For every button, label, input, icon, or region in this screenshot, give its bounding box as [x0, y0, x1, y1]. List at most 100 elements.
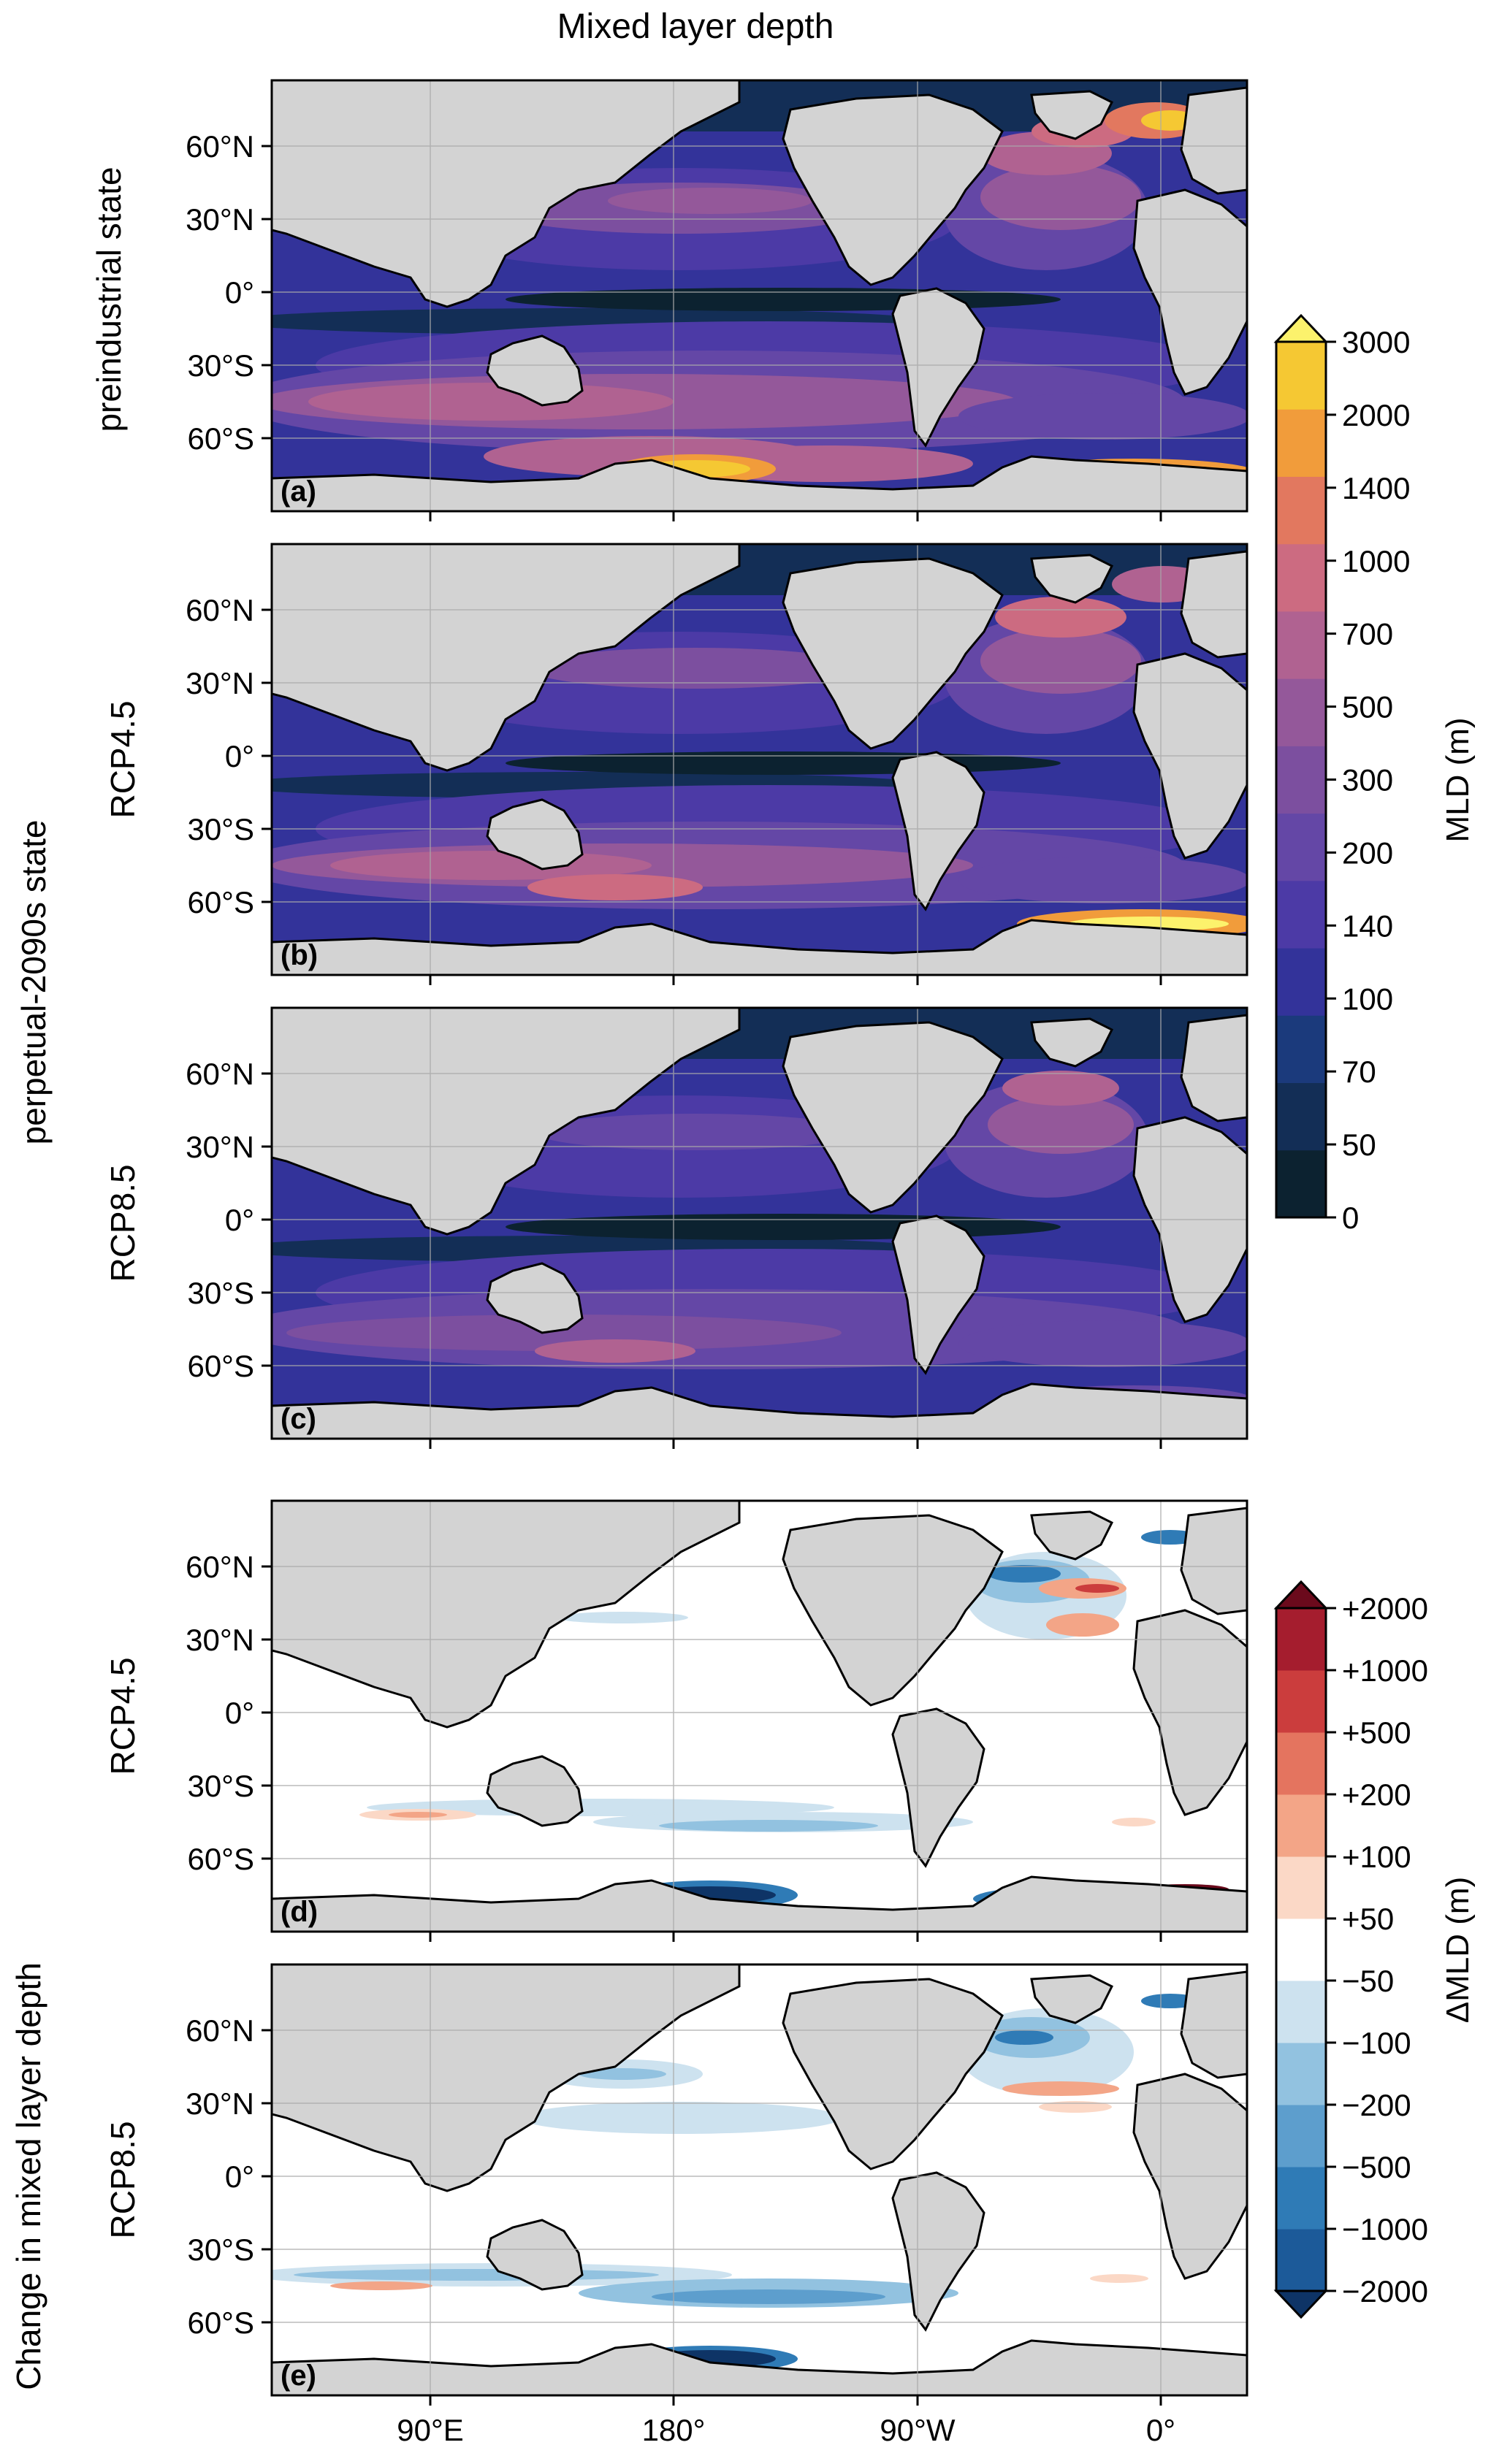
- colorbar-tick-label: −100: [1342, 2026, 1411, 2060]
- lon-tick-label: 90°W: [880, 2413, 956, 2447]
- colorbar-extend-max: [1273, 1580, 1329, 1610]
- lat-tick-label: 0°: [225, 739, 254, 773]
- colorbar-tick-label: −1000: [1342, 2212, 1428, 2246]
- lat-tick-label: 30°S: [187, 2232, 254, 2267]
- colorbar-tick-label: +2000: [1342, 1591, 1428, 1626]
- lat-tick-label: 60°N: [186, 2013, 254, 2048]
- colorbar-segment: [1276, 813, 1326, 881]
- colorbar-frame: [1275, 1607, 1327, 2292]
- colorbar-segment: [1276, 1670, 1326, 1733]
- group-label-preindustrial: preindustrial state: [90, 167, 128, 432]
- lat-tick-label: 60°S: [187, 1349, 254, 1383]
- colorbar-extend-min: [1273, 2289, 1329, 2319]
- lat-tick-label: 30°N: [186, 1130, 254, 1164]
- colorbar-tick-label: 1000: [1342, 544, 1410, 578]
- colorbars: 0 50 70 100 140 200 300 500 700 1000 1400 2000 3000 M…: [1273, 313, 1476, 2319]
- panel-frame: [270, 79, 1248, 513]
- colorbar-segment: [1276, 2043, 1326, 2105]
- lat-tick-label: 0°: [225, 1696, 254, 1730]
- map-panel: (b) 60°N 30°N 0° 30°S 60°S RCP4.5: [104, 543, 1248, 985]
- colorbar-tick-label: −200: [1342, 2088, 1411, 2122]
- lat-tick-label: 30°N: [186, 666, 254, 700]
- colorbar-segment: [1276, 342, 1326, 410]
- lat-tick-label: 30°N: [186, 202, 254, 237]
- map-panel: (a) 60°N 30°N 0° 30°S 60°S: [186, 79, 1248, 521]
- panel-letter: (e): [281, 2360, 316, 2392]
- colorbar-tick-label: −500: [1342, 2150, 1411, 2184]
- colorbar: −2000 −1000 −500 −200 −100 −50 +50 +100 +200 +500…: [1273, 1580, 1476, 2319]
- colorbar-tick-label: 1400: [1342, 471, 1410, 505]
- colorbar-tick-label: 700: [1342, 617, 1393, 651]
- colorbar-tick-label: −2000: [1342, 2274, 1428, 2308]
- colorbar-label: MLD (m): [1440, 717, 1476, 842]
- lat-tick-label: 30°S: [187, 812, 254, 846]
- lat-tick-label: 30°S: [187, 348, 254, 383]
- colorbar-segment: [1276, 409, 1326, 477]
- group-label-change: Change in mixed layer depth: [9, 1962, 47, 2390]
- lon-tick-label: 90°E: [397, 2413, 464, 2447]
- colorbar: 0 50 70 100 140 200 300 500 700 1000 1400 2000 3000 M…: [1273, 313, 1476, 1235]
- colorbar-tick-label: +500: [1342, 1715, 1411, 1750]
- colorbar-tick-label: 300: [1342, 763, 1393, 797]
- lat-tick-label: 30°N: [186, 1623, 254, 1657]
- colorbar-tick-label: +200: [1342, 1778, 1411, 1812]
- lat-tick-label: 60°S: [187, 885, 254, 919]
- figure-title: Mixed layer depth: [557, 7, 834, 46]
- colorbar-segment: [1276, 2167, 1326, 2230]
- lat-tick-label: 60°N: [186, 1057, 254, 1091]
- colorbar-tick-label: 140: [1342, 908, 1393, 943]
- colorbar-segment: [1276, 1149, 1326, 1218]
- panel-frame: [270, 1499, 1248, 1933]
- lat-tick-label: 30°S: [187, 1769, 254, 1803]
- colorbar-segment: [1276, 746, 1326, 814]
- colorbar-segment: [1276, 1918, 1326, 1981]
- colorbar-segment: [1276, 678, 1326, 746]
- row-label: RCP4.5: [104, 1657, 142, 1775]
- colorbar-tick-label: +1000: [1342, 1653, 1428, 1688]
- colorbar-tick-label: 100: [1342, 982, 1393, 1016]
- group-label-perpetual: perpetual-2090s state: [15, 820, 53, 1145]
- colorbar-segment: [1276, 1015, 1326, 1084]
- lat-tick-label: 0°: [225, 275, 254, 310]
- lat-tick-label: 0°: [225, 2159, 254, 2194]
- row-label: RCP8.5: [104, 1164, 142, 1282]
- panel-frame: [270, 1006, 1248, 1440]
- lat-tick-label: 60°N: [186, 1550, 254, 1584]
- colorbar-segment: [1276, 1608, 1326, 1671]
- colorbar-segment: [1276, 880, 1326, 949]
- lon-tick-label: 180°: [642, 2413, 706, 2447]
- colorbar-segment: [1276, 948, 1326, 1016]
- panel-letter: (a): [281, 475, 316, 508]
- colorbar-tick-label: 200: [1342, 835, 1393, 870]
- colorbar-tick-label: −50: [1342, 1964, 1394, 1998]
- lat-tick-label: 60°S: [187, 421, 254, 456]
- colorbar-segment: [1276, 2229, 1326, 2292]
- colorbar-tick-label: 2000: [1342, 398, 1410, 432]
- colorbar-segment: [1276, 611, 1326, 679]
- lat-tick-label: 30°S: [187, 1276, 254, 1310]
- map-panel: (c) 60°N 30°N 0° 30°S 60°S RCP8.5: [104, 1006, 1248, 1449]
- colorbar-tick-label: 500: [1342, 690, 1393, 724]
- colorbar-extend-max: [1273, 313, 1329, 343]
- row-label: RCP8.5: [104, 2121, 142, 2238]
- colorbar-segment: [1276, 476, 1326, 545]
- colorbar-segment: [1276, 2105, 1326, 2168]
- colorbar-tick-label: 70: [1342, 1055, 1376, 1089]
- lat-tick-label: 60°S: [187, 1842, 254, 1876]
- lat-tick-label: 60°S: [187, 2306, 254, 2340]
- map-panel: (e) 60°N 30°N 0° 30°S 60°S 90°E 180° 90°W 0° RCP8.…: [104, 1963, 1248, 2447]
- row-label: RCP4.5: [104, 700, 142, 818]
- lat-tick-label: 0°: [225, 1203, 254, 1237]
- lat-tick-label: 60°N: [186, 129, 254, 164]
- map-panels: (a) 60°N 30°N 0° 30°S 60°S (b) 60°N 30°N 0° 30°S 60…: [104, 79, 1248, 2447]
- panel-frame: [270, 1963, 1248, 2397]
- colorbar-segment: [1276, 1794, 1326, 1857]
- colorbar-tick-label: 3000: [1342, 325, 1410, 359]
- panel-frame: [270, 543, 1248, 976]
- colorbar-tick-label: +50: [1342, 1902, 1394, 1936]
- colorbar-segment: [1276, 1082, 1326, 1151]
- colorbar-label: ΔMLD (m): [1440, 1877, 1476, 2023]
- lat-tick-label: 60°N: [186, 593, 254, 627]
- colorbar-tick-label: 50: [1342, 1128, 1376, 1162]
